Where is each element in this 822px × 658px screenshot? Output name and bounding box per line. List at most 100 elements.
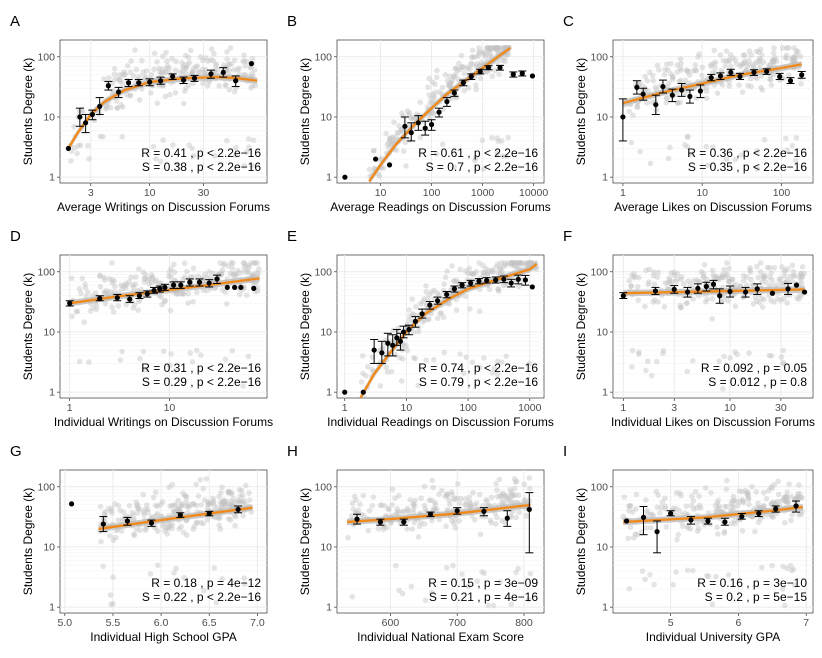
observation-point [449,76,456,83]
observation-point [106,75,112,81]
observation-point [759,87,766,93]
observation-point [647,511,654,518]
observation-point [669,76,676,83]
observation-point [748,83,755,90]
observation-point [110,574,116,581]
observation-point [695,525,702,532]
x-axis-title: Individual University GPA [646,630,781,644]
observation-point [124,62,131,69]
observation-point [649,99,655,105]
observation-point [791,54,798,60]
observation-point [501,260,508,266]
mean-point [385,340,391,346]
observation-point [162,69,169,76]
observation-point [771,481,778,488]
observation-point [798,494,805,501]
observation-point [364,364,371,370]
observation-point [114,105,120,111]
observation-point [709,267,716,274]
observation-point [674,69,681,75]
observation-point [667,277,673,283]
observation-point [175,505,182,512]
observation-point [768,297,774,304]
observation-point [508,260,514,266]
observation-point [251,260,257,266]
observation-point [115,76,122,83]
pearson-annotation: R = 0.16 , p = 3e−10 [697,576,807,590]
observation-point [406,307,413,313]
observation-point [722,63,729,70]
observation-point [525,260,531,266]
observation-point [689,493,695,499]
x-axis-title: Individual High School GPA [90,630,237,644]
observation-point [639,568,646,574]
observation-point [494,45,500,51]
mean-point [170,282,177,288]
observation-point [782,269,788,275]
observation-point [79,275,86,282]
observation-point [150,494,157,501]
observation-point [222,83,229,89]
observation-point [780,295,787,302]
observation-point [446,497,452,503]
x-tick-label: 10 [401,402,413,414]
observation-point [246,136,252,142]
observation-point [627,524,634,530]
observation-point [729,503,735,510]
observation-point [183,65,189,71]
observation-point [140,269,147,275]
observation-point [109,505,115,512]
observation-point [669,278,675,285]
observation-point [740,52,747,59]
observation-point [710,272,717,279]
mean-point [485,65,491,71]
observation-point [172,89,179,96]
observation-point [206,268,213,275]
observation-point [456,66,463,73]
observation-point [152,489,159,496]
observation-point [690,296,696,302]
mean-point [105,83,111,89]
observation-point [636,274,642,281]
observation-point [428,95,435,102]
observation-point [775,491,782,498]
observation-point [457,495,464,502]
observation-point [119,80,126,87]
observation-point [788,567,795,574]
observation-point [482,50,489,56]
observation-point [687,526,694,532]
observation-point [634,104,641,110]
observation-point [98,538,104,545]
observation-point [780,359,787,366]
observation-point [411,503,418,509]
mean-point [379,350,385,356]
observation-point [643,497,649,503]
observation-point [452,525,459,531]
observation-point [759,564,765,571]
observation-point [630,112,636,119]
observation-point [158,71,164,78]
observation-point [79,109,86,116]
pearson-annotation: R = 0.61 , p < 2.2e−16 [418,146,538,160]
observation-point [156,68,163,75]
observation-point [494,45,501,51]
y-axis-title: Students Degree (k) [298,58,312,165]
mean-point [717,73,724,79]
observation-point [759,279,765,285]
observation-point [673,569,679,575]
observation-point [499,490,506,497]
observation-point [778,498,784,504]
observation-point [483,265,489,272]
observation-point [725,297,731,304]
observation-point [727,355,733,361]
observation-point [480,166,487,173]
observation-point [709,296,716,302]
observation-point [493,521,499,527]
observation-point [207,501,214,507]
observation-point [723,272,730,278]
mean-point [504,515,510,521]
mean-point [756,510,762,517]
observation-point [758,52,765,58]
observation-point [467,503,474,510]
